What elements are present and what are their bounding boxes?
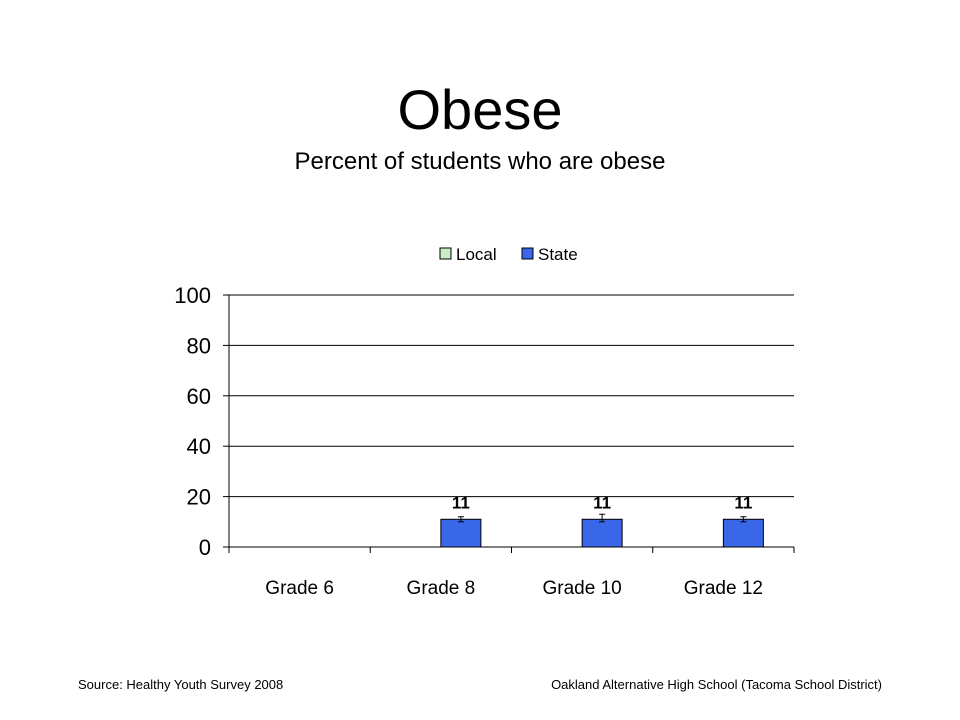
bar-state (722, 518, 764, 548)
chart-title: Obese (397, 78, 563, 141)
school-name: Oakland Alternative High School (Tacoma … (551, 677, 882, 692)
y-tick-label: 20 (187, 485, 211, 510)
y-tick-label: 40 (187, 434, 211, 459)
data-label: 11 (734, 493, 752, 512)
legend-label-local: Local (456, 245, 497, 264)
chart-subtitle: Percent of students who are obese (294, 148, 666, 175)
data-label: 11 (593, 493, 611, 512)
legend-swatch-local (439, 247, 452, 260)
x-tick-label: Grade 6 (265, 578, 334, 599)
y-tick-label: 0 (199, 535, 211, 560)
y-tick-label: 100 (174, 283, 211, 308)
bar-state (581, 518, 623, 548)
legend-swatch-state (521, 247, 534, 260)
x-tick-label: Grade 8 (407, 578, 476, 599)
source-note: Source: Healthy Youth Survey 2008 (78, 677, 284, 692)
y-tick-label: 80 (187, 333, 211, 358)
y-tick-label: 60 (187, 384, 211, 409)
data-label: 11 (452, 493, 470, 512)
x-tick-label: Grade 10 (543, 578, 622, 599)
bar-state (440, 518, 482, 548)
legend-label-state: State (538, 245, 578, 264)
x-tick-label: Grade 12 (684, 578, 763, 599)
